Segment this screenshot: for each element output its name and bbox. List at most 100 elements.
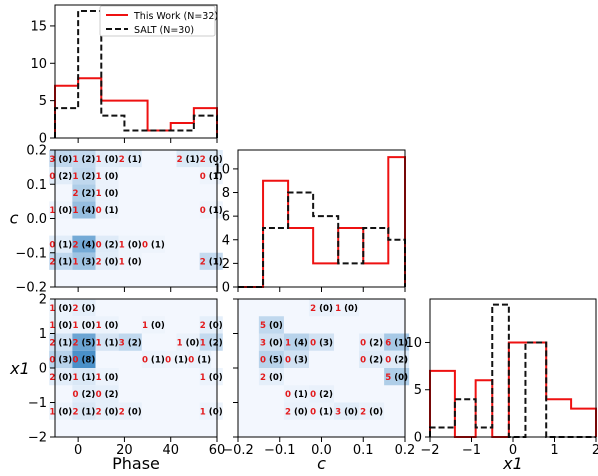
salt-count: (1) xyxy=(319,407,333,417)
this-work-count: 0 xyxy=(49,356,55,366)
cell-count-label: 0 (1) xyxy=(310,407,333,417)
this-work-count: 0 xyxy=(285,356,291,366)
salt-count: (1) xyxy=(128,155,142,165)
heatmap-cell xyxy=(164,350,189,368)
heat-x1-phase-ytick-label: 2 xyxy=(39,293,47,308)
salt-count: (2) xyxy=(209,338,223,348)
cell-count-label: 2 (1) xyxy=(177,155,200,165)
salt-count: (3) xyxy=(58,356,72,366)
salt-count: (1) xyxy=(174,356,188,366)
cell-count-label: 0 (2) xyxy=(49,172,72,182)
heatmap-cell xyxy=(334,299,360,317)
salt-count: (0) xyxy=(81,321,95,331)
salt-count: (2) xyxy=(319,390,333,400)
salt-count: (0) xyxy=(344,304,358,314)
cell-count-label: 1 (3) xyxy=(73,258,96,268)
this-work-series xyxy=(54,77,218,138)
heatmap-cell xyxy=(118,252,142,270)
this-work-count: 0 xyxy=(96,240,102,250)
salt-count: (1) xyxy=(151,356,165,366)
cell-count-label: 2 (1) xyxy=(200,258,223,268)
cell-count-label: 3 (0) xyxy=(335,407,358,417)
hist-c-ytick-label: 10 xyxy=(213,162,230,177)
salt-count: (2) xyxy=(105,240,119,250)
this-work-count: 2 xyxy=(73,304,79,314)
cell-count-label: 0 (1) xyxy=(49,240,72,250)
heatmap-cell xyxy=(95,150,119,168)
heat-c-phase-ytick-label: 0.2 xyxy=(26,144,47,159)
salt-count: (0) xyxy=(105,407,119,417)
this-work-count: 1 xyxy=(49,206,55,216)
heat-x1-c-xtick-label: 0.2 xyxy=(395,443,416,458)
salt-count: (1) xyxy=(58,258,72,268)
this-work-count: 1 xyxy=(96,155,102,165)
salt-count: (2) xyxy=(394,356,408,366)
cell-count-label: 2 (0) xyxy=(310,304,333,314)
salt-count: (1) xyxy=(209,206,223,216)
cell-count-label: 1 (0) xyxy=(96,373,119,383)
salt-count: (0) xyxy=(58,155,72,165)
this-work-count: 1 xyxy=(73,373,79,383)
heatmap-cell xyxy=(308,402,335,420)
heatmap-cell xyxy=(334,402,360,420)
hist-c-ytick-label: 6 xyxy=(222,210,230,225)
hist-phase-ytick-label: 10 xyxy=(30,57,47,72)
heatmap-cell xyxy=(95,402,119,420)
this-work-count: 2 xyxy=(200,155,206,165)
salt-count: (1) xyxy=(81,373,95,383)
salt-count: (0) xyxy=(294,407,308,417)
salt-count: (1) xyxy=(197,356,211,366)
salt-count: (2) xyxy=(105,390,119,400)
cell-count-label: 2 (1) xyxy=(119,155,142,165)
cell-count-label: 0 (1) xyxy=(96,206,119,216)
hist-phase-frame xyxy=(54,4,218,139)
heatmap-cell xyxy=(72,333,96,351)
this-work-count: 1 xyxy=(142,321,148,331)
cell-count-label: 1 (0) xyxy=(200,407,223,417)
salt-count: (0) xyxy=(269,373,283,383)
heat-x1-c-xtick-label: 0.1 xyxy=(353,443,374,458)
heatmap-cell xyxy=(72,350,96,368)
hist-c-ytick-label: 4 xyxy=(222,233,230,248)
this-work-count: 1 xyxy=(285,338,291,348)
cell-count-label: 2 (0) xyxy=(260,373,283,383)
salt-count: (8) xyxy=(81,356,95,366)
heatmap-cell xyxy=(283,350,309,368)
this-work-count: 5 xyxy=(385,373,391,383)
cell-count-label: 3 (0) xyxy=(49,155,72,165)
salt-count: (4) xyxy=(81,206,95,216)
heatmap-cell xyxy=(72,184,96,202)
heatmap-cell xyxy=(72,150,96,168)
cell-count-label: 5 (0) xyxy=(385,373,408,383)
heat-x1-phase: 1 (0) 2 (0)1 (0) 1 (0) 1 (0) 1 (0) 2 (0)2 (1)… xyxy=(49,299,223,437)
cell-count-label: 2 (1) xyxy=(73,407,96,417)
heat-x1-phase-xtick-label: 20 xyxy=(116,443,133,458)
heat-x1-c: 2 (0) 1 (0)5 (0)3 (0) 1 (4) 0 (3) 0 (2) 6 (1)… xyxy=(238,299,410,437)
y-axis-label-x1: x1 xyxy=(9,359,30,378)
heatmap-cell xyxy=(72,167,96,185)
salt-count: (1) xyxy=(105,338,119,348)
salt-series xyxy=(54,9,218,138)
heatmap-cell xyxy=(95,333,119,351)
heatmap-cell xyxy=(95,235,119,253)
this-work-count: 0 xyxy=(360,338,366,348)
this-work-count: 0 xyxy=(73,356,79,366)
cell-count-label: 1 (2) xyxy=(200,338,223,348)
heatmap-cell xyxy=(141,350,165,368)
salt-count: (3) xyxy=(294,356,308,366)
heat-x1-phase-xtick-label: 0 xyxy=(74,443,82,458)
this-work-count: 3 xyxy=(119,338,125,348)
y-axis-label-x1-text: x1 xyxy=(9,359,30,378)
salt-count: (0) xyxy=(209,407,223,417)
salt-count: (0) xyxy=(105,373,119,383)
hist-c-ytick-label: 0 xyxy=(222,281,230,296)
salt-count: (0) xyxy=(209,155,223,165)
heatmap-cell xyxy=(283,385,309,403)
cell-count-label: 2 (0) xyxy=(360,407,383,417)
salt-count: (2) xyxy=(81,390,95,400)
salt-count: (1) xyxy=(81,407,95,417)
this-work-count: 2 xyxy=(200,258,206,268)
salt-count: (0) xyxy=(369,407,383,417)
salt-count: (1) xyxy=(394,338,408,348)
